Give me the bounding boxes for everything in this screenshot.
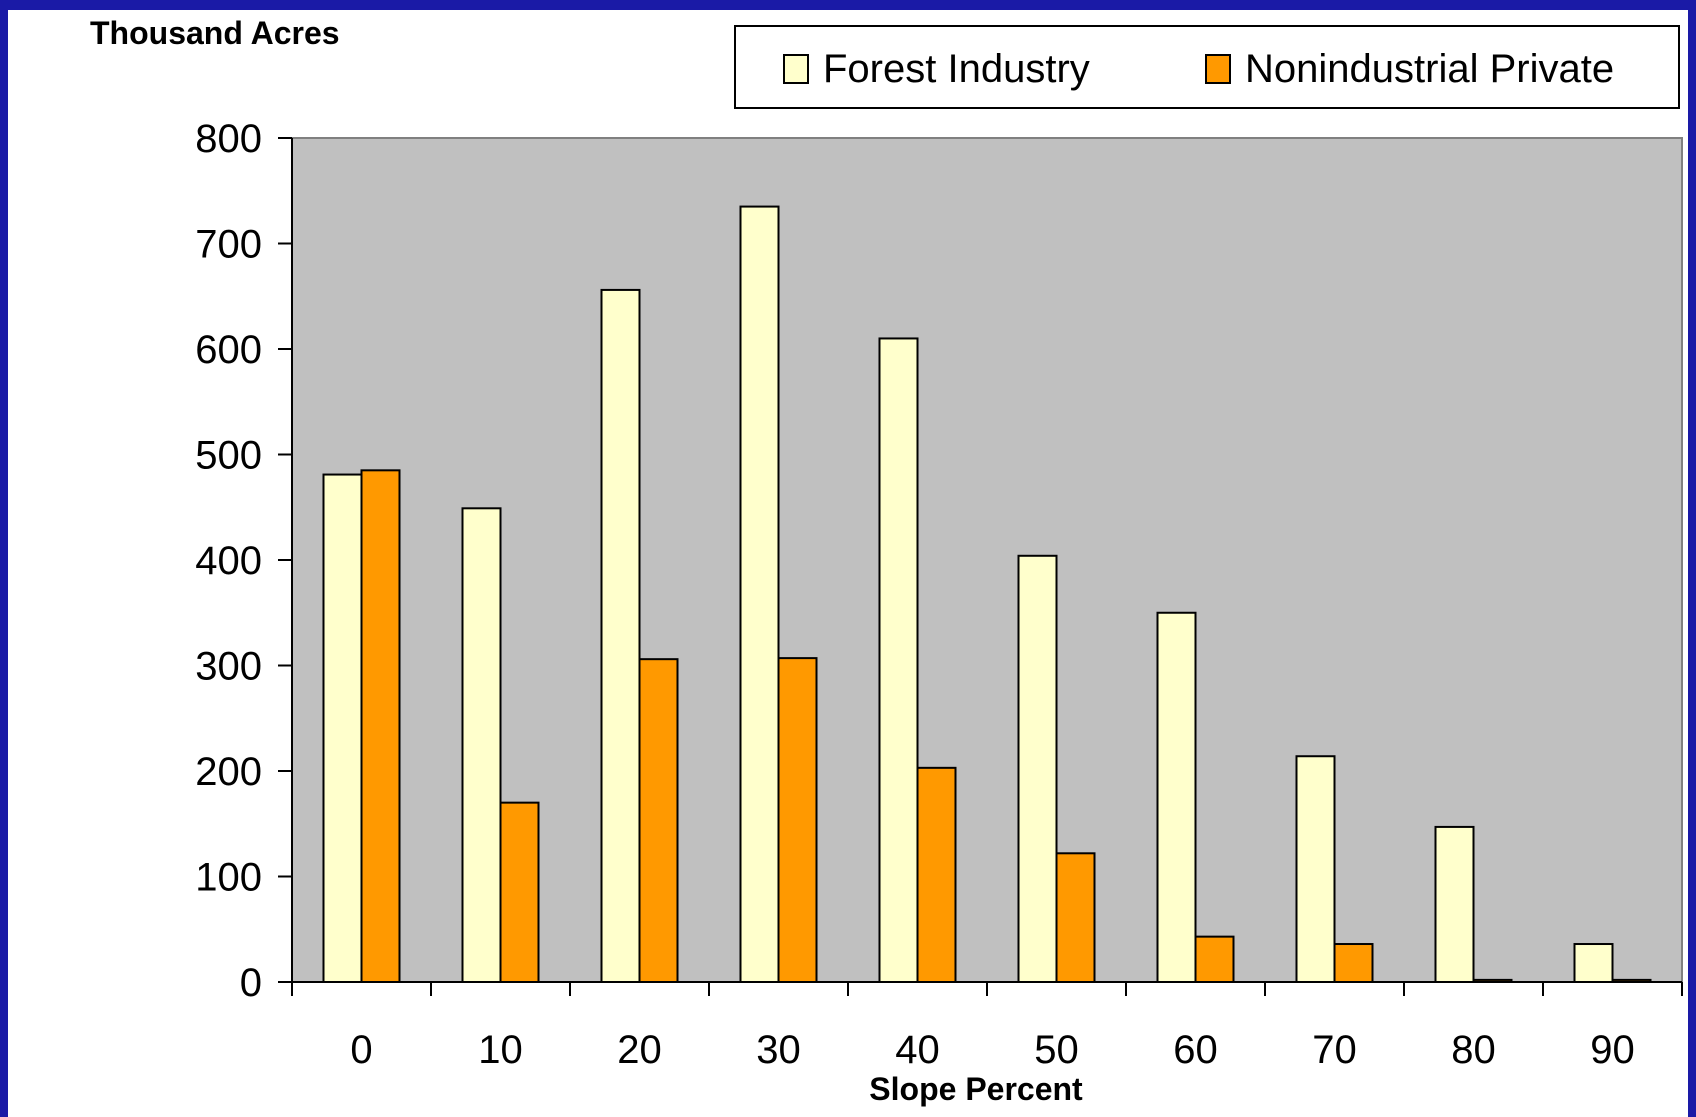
x-tick-label: 30 (756, 1028, 801, 1072)
bar-nonindustrial-private-10 (499, 801, 540, 984)
chart-frame: Thousand Acres Forest Industry Nonindust… (8, 10, 1688, 1117)
x-tick-label: 0 (350, 1028, 372, 1072)
bar-nonindustrial-private-60 (1194, 935, 1235, 984)
y-tick-label: 200 (195, 750, 262, 794)
bar-nonindustrial-private-50 (1055, 852, 1096, 983)
y-tick-label: 100 (195, 856, 262, 900)
y-tick-label: 600 (195, 328, 262, 372)
x-tick-label: 50 (1034, 1028, 1079, 1072)
y-tick-label: 700 (195, 223, 262, 267)
bar-forest-industry-50 (1017, 554, 1058, 984)
bar-forest-industry-10 (461, 507, 502, 983)
bar-nonindustrial-private-70 (1333, 943, 1374, 984)
x-tick-label: 10 (478, 1028, 523, 1072)
legend: Forest Industry Nonindustrial Private (734, 25, 1680, 109)
bar-forest-industry-20 (600, 288, 641, 984)
legend-label-forest-industry: Forest Industry (823, 47, 1090, 91)
bar-forest-industry-90 (1573, 943, 1614, 984)
y-tick-label: 0 (240, 961, 262, 1005)
y-axis-title: Thousand Acres (90, 15, 340, 51)
bar-forest-industry-60 (1156, 611, 1197, 983)
x-axis-title: Slope Percent (869, 1071, 1083, 1107)
bar-chart: Thousand Acres Forest Industry Nonindust… (90, 15, 1683, 1107)
y-tick-label: 400 (195, 539, 262, 583)
x-tick-label: 90 (1590, 1028, 1635, 1072)
x-tick-label: 80 (1451, 1028, 1496, 1072)
legend-swatch-nonindustrial-private (1205, 54, 1231, 84)
bar-forest-industry-0 (322, 473, 363, 983)
x-tick-label: 60 (1173, 1028, 1218, 1072)
y-tick-label: 800 (195, 117, 262, 161)
bar-nonindustrial-private-30 (777, 657, 818, 983)
x-tick-label: 70 (1312, 1028, 1357, 1072)
x-axis-ticks: 0 10 20 30 40 50 60 70 80 90 (291, 982, 1683, 1072)
y-axis-ticks: 0 100 200 300 400 500 600 700 800 (195, 117, 292, 1005)
bar-nonindustrial-private-40 (916, 766, 957, 984)
bar-nonindustrial-private-0 (360, 469, 401, 983)
bar-forest-industry-70 (1295, 755, 1336, 983)
y-tick-label: 500 (195, 434, 262, 478)
bar-forest-industry-30 (739, 205, 780, 983)
x-tick-label: 20 (617, 1028, 662, 1072)
bar-forest-industry-40 (878, 337, 919, 983)
legend-label-nonindustrial-private: Nonindustrial Private (1245, 47, 1614, 91)
legend-swatch-forest-industry (783, 54, 809, 84)
bar-nonindustrial-private-20 (638, 658, 679, 983)
x-tick-label: 40 (895, 1028, 940, 1072)
bar-forest-industry-80 (1434, 825, 1475, 983)
y-tick-label: 300 (195, 645, 262, 689)
